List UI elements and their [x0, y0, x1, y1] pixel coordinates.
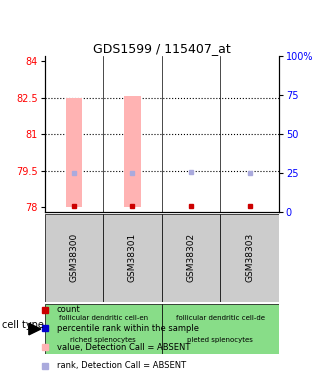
Bar — [220, 214, 279, 302]
Text: GSM38303: GSM38303 — [245, 233, 254, 282]
Text: follicular dendritic cell-en: follicular dendritic cell-en — [58, 315, 148, 321]
Bar — [103, 214, 162, 302]
Bar — [45, 304, 162, 354]
Text: rank, Detection Call = ABSENT: rank, Detection Call = ABSENT — [57, 362, 186, 370]
Text: pleted splenocytes: pleted splenocytes — [187, 337, 253, 343]
Bar — [162, 214, 220, 302]
Text: follicular dendritic cell-de: follicular dendritic cell-de — [176, 315, 265, 321]
Text: cell type: cell type — [2, 320, 44, 330]
Bar — [124, 96, 141, 207]
Polygon shape — [29, 323, 41, 335]
Bar — [162, 304, 279, 354]
Title: GDS1599 / 115407_at: GDS1599 / 115407_at — [93, 42, 231, 55]
Text: GSM38300: GSM38300 — [69, 233, 78, 282]
Bar — [45, 214, 103, 302]
Text: GSM38301: GSM38301 — [128, 233, 137, 282]
Bar — [66, 98, 82, 207]
Text: percentile rank within the sample: percentile rank within the sample — [57, 324, 199, 333]
Text: value, Detection Call = ABSENT: value, Detection Call = ABSENT — [57, 343, 190, 352]
Text: count: count — [57, 305, 81, 314]
Text: GSM38302: GSM38302 — [186, 233, 195, 282]
Text: riched splenocytes: riched splenocytes — [70, 337, 136, 343]
